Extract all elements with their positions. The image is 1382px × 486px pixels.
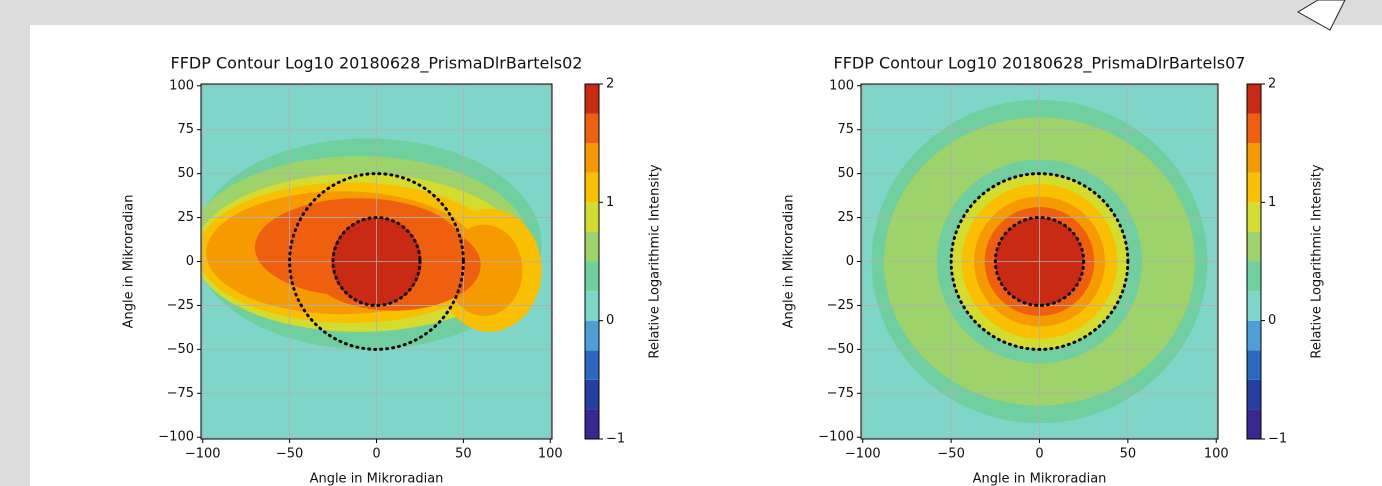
colorbar-band [585,84,599,114]
colorbar-band [585,113,599,144]
y-tick-label: −50 [827,342,854,357]
colorbar-band [1247,261,1261,292]
x-axis-label: Angle in Mikroradian [973,472,1107,486]
colorbar-band [1247,113,1261,144]
x-tick-label: −100 [845,447,881,462]
colorbar-band [1247,350,1261,380]
y-tick-label: −100 [158,430,194,445]
colorbar-band [585,350,599,380]
colorbar-tick-label: 0 [1268,313,1276,328]
colorbar-label: Relative Logarithmic Intensity [648,164,663,358]
y-tick-label: 75 [837,122,854,137]
chart-title: FFDP Contour Log10 20180628_PrismaDlrBar… [171,54,583,74]
colorbar-band [1247,172,1261,203]
x-tick-label: 50 [455,447,472,462]
colorbar-band [585,231,599,262]
x-tick-label: −100 [185,447,221,462]
x-tick-label: −50 [937,447,964,462]
x-tick-label: −50 [276,447,303,462]
colorbar-band [585,202,599,232]
y-tick-label: 100 [169,78,194,93]
chart-title: FFDP Contour Log10 20180628_PrismaDlrBar… [834,54,1246,74]
colorbar-band [585,291,599,321]
reference-circle [331,216,422,307]
plot-area [861,84,1218,439]
y-tick-label: 0 [186,254,194,269]
x-axis-label: Angle in Mikroradian [310,472,444,486]
colorbar-label: Relative Logarithmic Intensity [1310,164,1325,358]
colorbar-band [1247,379,1261,410]
y-tick-label: −75 [827,386,854,401]
colorbar-tick-label: 1 [1268,195,1276,210]
colorbar-band [1247,84,1261,114]
x-tick-label: 50 [1120,447,1137,462]
y-tick-label: −50 [167,342,194,357]
y-axis-label: Angle in Mikroradian [122,195,137,329]
x-tick-label: 0 [372,447,380,462]
y-tick-label: 25 [837,210,854,225]
colorbar-tick-label: −1 [1268,432,1287,447]
colorbar-band [585,379,599,410]
y-tick-label: −75 [167,386,194,401]
y-tick-label: 50 [177,166,194,181]
colorbar-band [1247,143,1261,173]
x-tick-label: 0 [1035,447,1043,462]
colorbar-band [1247,409,1261,439]
colorbar-frame [1246,83,1262,440]
y-tick-label: 0 [846,254,854,269]
colorbar-band [585,261,599,292]
colorbar-band [585,172,599,203]
y-tick-label: −100 [818,430,854,445]
colorbar-tick-label: 2 [1268,77,1276,92]
y-tick-label: 50 [837,166,854,181]
cursor-icon [1297,0,1346,31]
colorbar-tick-label: 0 [606,313,614,328]
colorbar-band [585,409,599,439]
y-tick-label: −25 [167,298,194,313]
plot-area [201,84,552,439]
reference-circle [949,172,1130,351]
colorbar-band [1247,231,1261,262]
colorbar-tick-label: 2 [606,77,614,92]
y-tick-label: −25 [827,298,854,313]
colorbar-band [1247,291,1261,321]
y-tick-label: 25 [177,210,194,225]
colorbar-tick-label: 1 [606,195,614,210]
reference-circle [993,216,1086,307]
x-tick-label: 100 [538,447,563,462]
colorbar-band [1247,320,1261,351]
reference-circle [288,172,465,351]
y-axis-label: Angle in Mikroradian [782,195,797,329]
y-tick-label: 100 [829,78,854,93]
colorbar-band [1247,202,1261,232]
y-tick-label: 75 [177,122,194,137]
colorbar-band [585,320,599,351]
x-tick-label: 100 [1204,447,1229,462]
colorbar-tick-label: −1 [606,432,625,447]
colorbar-band [585,143,599,173]
colorbar-frame [584,83,600,440]
